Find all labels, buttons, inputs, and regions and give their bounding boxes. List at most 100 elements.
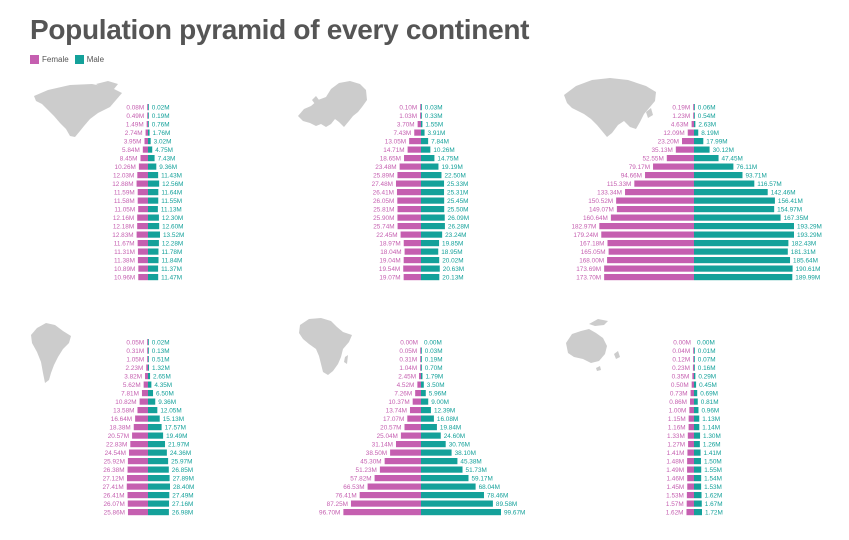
male-bar — [421, 138, 429, 145]
female-bar — [687, 475, 694, 482]
male-value-label: 12.60M — [162, 224, 183, 231]
male-value-label: 76.11M — [736, 164, 757, 171]
female-bar — [144, 138, 148, 145]
male-bar — [421, 432, 441, 439]
male-value-label: 26.85M — [172, 467, 193, 474]
female-bar — [143, 381, 148, 388]
male-bar — [148, 373, 151, 380]
female-value-label: 1.03M — [399, 113, 417, 120]
male-bar — [148, 475, 170, 482]
female-bar — [607, 240, 694, 247]
female-value-label: 27.41M — [102, 484, 123, 491]
female-value-label: 52.55M — [642, 156, 663, 163]
female-value-label: 19.54M — [379, 266, 400, 273]
legend-label-female: Female — [42, 55, 69, 64]
female-bar — [138, 163, 148, 170]
female-value-label: 4.52M — [397, 382, 415, 389]
male-value-label: 27.89M — [173, 476, 194, 483]
male-bar — [148, 347, 149, 354]
male-value-label: 21.97M — [168, 442, 189, 449]
male-bar — [421, 390, 426, 397]
male-bar — [694, 407, 699, 414]
female-bar — [645, 172, 694, 179]
male-value-label: 0.45M — [699, 382, 717, 389]
female-value-label: 1.45M — [666, 484, 684, 491]
male-bar — [694, 424, 700, 431]
male-bar — [421, 458, 458, 465]
female-value-label: 167.18M — [580, 241, 605, 248]
male-bar — [694, 466, 702, 473]
female-value-label: 12.03M — [113, 173, 134, 180]
female-value-label: 3.82M — [124, 374, 142, 381]
male-value-label: 3.91M — [428, 130, 446, 137]
female-bar — [403, 274, 421, 281]
female-bar — [693, 347, 694, 354]
male-bar — [148, 265, 159, 272]
female-bar — [142, 146, 148, 153]
female-value-label: 1.23M — [672, 113, 690, 120]
female-bar — [145, 129, 148, 136]
male-value-label: 11.47M — [161, 275, 182, 282]
female-value-label: 11.67M — [114, 241, 135, 248]
female-value-label: 11.31M — [114, 249, 135, 256]
north-america-map-icon — [34, 81, 122, 137]
female-bar — [420, 364, 421, 371]
female-value-label: 13.58M — [113, 408, 134, 415]
female-bar — [147, 104, 148, 111]
male-value-label: 0.81M — [701, 399, 719, 406]
male-bar — [421, 356, 422, 363]
female-bar — [604, 265, 694, 272]
male-bar — [694, 441, 700, 448]
female-bar — [690, 398, 694, 405]
female-bar — [390, 449, 421, 456]
female-bar — [137, 240, 148, 247]
female-bar — [343, 509, 421, 516]
male-bar — [694, 483, 702, 490]
male-bar — [694, 373, 696, 380]
male-value-label: 23.24M — [445, 232, 466, 239]
female-value-label: 5.84M — [122, 147, 140, 154]
male-value-label: 25.97M — [171, 459, 192, 466]
male-bar — [421, 424, 437, 431]
male-bar — [694, 138, 704, 145]
male-bar — [421, 163, 439, 170]
female-value-label: 1.27M — [667, 442, 685, 449]
male-value-label: 59.17M — [471, 476, 492, 483]
male-bar — [421, 248, 439, 255]
female-bar — [688, 441, 694, 448]
female-value-label: 25.81M — [373, 207, 394, 214]
female-value-label: 13.74M — [386, 408, 407, 415]
pyramid-2: 0.10M 0.03M 1.03M 0.33M 3.70M 1.55M 7.43M 3.91M… — [372, 104, 469, 282]
female-value-label: 25.90M — [373, 215, 394, 222]
female-bar — [634, 180, 694, 187]
female-value-label: 0.19M — [672, 105, 690, 112]
male-value-label: 27.16M — [172, 501, 193, 508]
male-value-label: 93.71M — [745, 173, 766, 180]
male-value-label: 17.99M — [706, 139, 727, 146]
female-value-label: 2.74M — [125, 130, 143, 137]
female-value-label: 19.04M — [379, 258, 400, 265]
male-value-label: 1.67M — [705, 501, 723, 508]
male-bar — [421, 121, 423, 128]
female-bar — [693, 356, 694, 363]
female-bar — [138, 274, 148, 281]
male-bar — [694, 240, 789, 247]
male-bar — [694, 197, 775, 204]
female-value-label: 17.07M — [383, 416, 404, 423]
female-bar — [686, 492, 694, 499]
female-bar — [137, 248, 148, 255]
male-value-label: 99.67M — [504, 510, 525, 517]
male-bar — [694, 458, 701, 465]
male-bar — [421, 240, 440, 247]
male-value-label: 1.50M — [704, 459, 722, 466]
male-bar — [421, 449, 452, 456]
male-value-label: 2.65M — [153, 374, 171, 381]
female-bar — [420, 112, 421, 119]
female-bar — [404, 248, 421, 255]
male-bar — [421, 364, 422, 371]
male-bar — [694, 180, 755, 187]
male-value-label: 19.84M — [440, 425, 461, 432]
male-value-label: 0.33M — [425, 113, 443, 120]
female-bar — [610, 214, 694, 221]
male-bar — [421, 407, 431, 414]
